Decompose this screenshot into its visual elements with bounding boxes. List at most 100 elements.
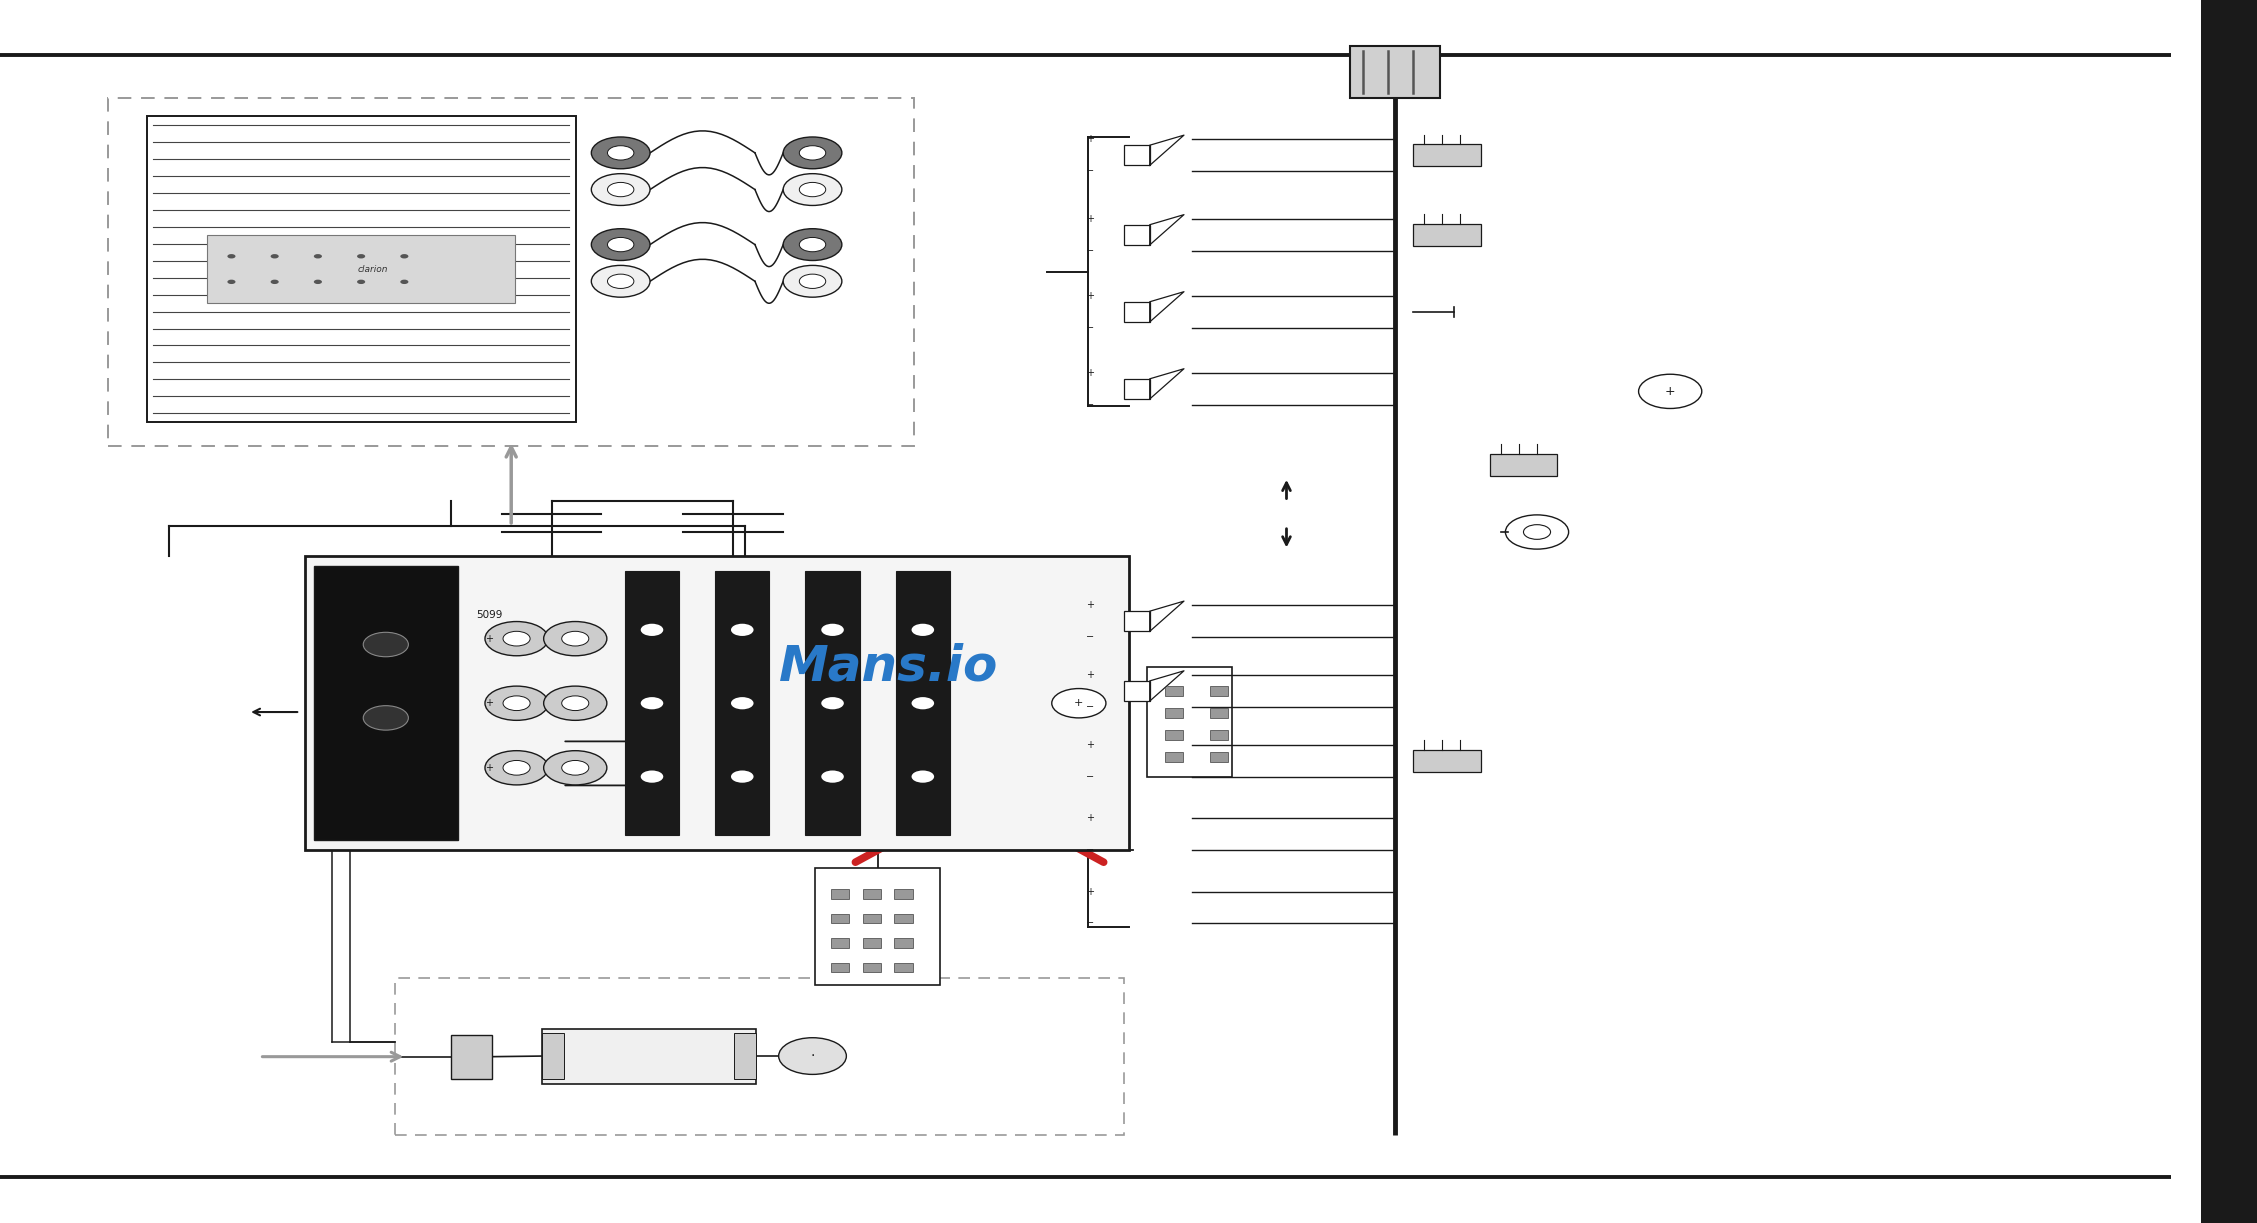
Bar xyxy=(451,1035,492,1079)
Bar xyxy=(1165,708,1183,718)
Circle shape xyxy=(607,237,634,252)
Bar xyxy=(305,556,1128,850)
Bar xyxy=(831,963,849,972)
Circle shape xyxy=(799,182,826,197)
Bar xyxy=(1210,708,1228,718)
Bar xyxy=(896,571,950,835)
Circle shape xyxy=(641,770,664,783)
Bar xyxy=(734,1033,756,1079)
Polygon shape xyxy=(1149,670,1185,701)
Polygon shape xyxy=(1149,135,1185,165)
Circle shape xyxy=(562,631,589,646)
Text: +: + xyxy=(1074,698,1083,708)
Polygon shape xyxy=(1149,215,1185,245)
Circle shape xyxy=(799,274,826,289)
Circle shape xyxy=(779,1037,846,1074)
Circle shape xyxy=(912,624,934,636)
Text: +: + xyxy=(1086,600,1095,610)
Bar xyxy=(625,571,679,835)
Bar xyxy=(314,566,458,840)
Bar xyxy=(894,914,912,923)
Circle shape xyxy=(399,254,409,258)
Bar xyxy=(1124,225,1149,245)
Circle shape xyxy=(783,174,842,205)
Circle shape xyxy=(731,697,754,709)
Text: −: − xyxy=(1086,772,1095,781)
Text: +: + xyxy=(485,634,494,643)
Bar xyxy=(894,938,912,948)
Circle shape xyxy=(1052,689,1106,718)
Circle shape xyxy=(1505,515,1569,549)
Bar xyxy=(806,571,860,835)
Text: 5099: 5099 xyxy=(476,610,503,620)
Bar xyxy=(1165,752,1183,762)
Polygon shape xyxy=(1149,602,1185,631)
Text: −: − xyxy=(1086,400,1095,410)
Bar xyxy=(815,868,939,985)
Circle shape xyxy=(228,280,235,284)
Text: +: + xyxy=(1086,887,1095,896)
Text: +: + xyxy=(1086,368,1095,378)
Text: −: − xyxy=(1086,845,1095,855)
Circle shape xyxy=(314,254,323,258)
Circle shape xyxy=(485,621,548,656)
Text: −: − xyxy=(1086,918,1095,928)
Circle shape xyxy=(562,696,589,711)
Bar xyxy=(831,889,849,899)
Text: +: + xyxy=(1086,813,1095,823)
Bar xyxy=(1124,146,1149,165)
Text: +: + xyxy=(485,698,494,708)
Bar xyxy=(831,938,849,948)
Circle shape xyxy=(591,229,650,260)
Bar xyxy=(2201,0,2257,1223)
Bar xyxy=(862,938,880,948)
Text: −: − xyxy=(1086,702,1095,712)
Text: +: + xyxy=(1666,385,1675,397)
Bar xyxy=(1413,144,1481,166)
Circle shape xyxy=(591,265,650,297)
Circle shape xyxy=(607,146,634,160)
Bar xyxy=(208,235,515,302)
Text: Mans.io: Mans.io xyxy=(779,642,998,691)
Circle shape xyxy=(822,624,844,636)
Bar xyxy=(1147,667,1232,777)
Circle shape xyxy=(271,254,278,258)
Circle shape xyxy=(591,174,650,205)
Circle shape xyxy=(485,686,548,720)
Circle shape xyxy=(503,696,530,711)
Bar xyxy=(894,963,912,972)
Circle shape xyxy=(912,770,934,783)
Circle shape xyxy=(912,697,934,709)
Bar xyxy=(715,571,770,835)
Bar xyxy=(1210,752,1228,762)
Bar xyxy=(542,1029,756,1084)
Polygon shape xyxy=(1149,369,1185,399)
Text: +: + xyxy=(1086,135,1095,144)
Bar xyxy=(862,914,880,923)
Bar xyxy=(1350,46,1440,98)
Circle shape xyxy=(363,706,409,730)
Text: +: + xyxy=(1086,740,1095,750)
Bar xyxy=(1165,730,1183,740)
Bar xyxy=(1124,612,1149,631)
Polygon shape xyxy=(1149,292,1185,322)
Bar xyxy=(1124,302,1149,322)
Bar xyxy=(1413,224,1481,246)
Circle shape xyxy=(544,621,607,656)
Circle shape xyxy=(783,137,842,169)
Text: −: − xyxy=(1086,166,1095,176)
Circle shape xyxy=(591,137,650,169)
Circle shape xyxy=(731,624,754,636)
Circle shape xyxy=(544,686,607,720)
Text: +: + xyxy=(1086,214,1095,224)
Text: −: − xyxy=(1086,246,1095,256)
Circle shape xyxy=(357,254,366,258)
Circle shape xyxy=(271,280,278,284)
Circle shape xyxy=(607,182,634,197)
Circle shape xyxy=(799,237,826,252)
Circle shape xyxy=(822,697,844,709)
Bar xyxy=(1124,681,1149,701)
Circle shape xyxy=(799,146,826,160)
Bar xyxy=(1490,454,1557,476)
Bar xyxy=(542,1033,564,1079)
